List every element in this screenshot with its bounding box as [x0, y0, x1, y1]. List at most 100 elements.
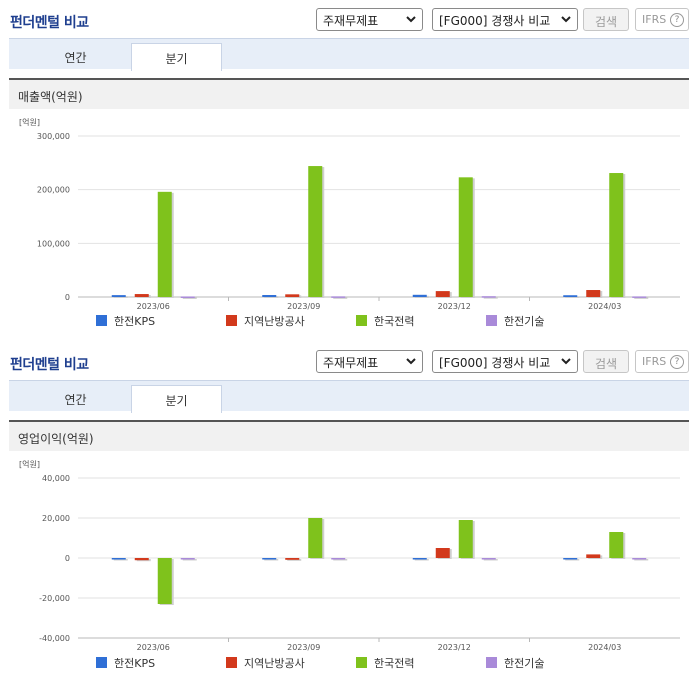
bar-한전KPS-2023/09	[262, 558, 277, 560]
legend-swatch	[356, 657, 367, 668]
y-tick-label: -20,000	[39, 594, 70, 603]
x-tick-label: 2023/09	[287, 302, 320, 311]
statement-select[interactable]: 주재무제표	[316, 350, 423, 373]
bar-한국전력-2023/12	[458, 520, 473, 558]
bar-한전KPS-2024/03	[563, 558, 578, 560]
bar-shadow	[113, 296, 128, 298]
tab-annual[interactable]: 연간	[64, 393, 87, 407]
bar-shadow	[565, 559, 580, 561]
tab-annual[interactable]: 연간	[64, 51, 87, 65]
bar-지역난방공사-2023/09	[285, 294, 300, 297]
bar-지역난방공사-2023/06	[134, 294, 149, 297]
bar-지역난방공사-2023/09	[285, 558, 300, 560]
y-tick-label: 100,000	[37, 239, 70, 248]
panel-revenue: 펀더멘털 비교 주재무제표 [FG000] 경쟁사 비교 검색 IFRS ? 연…	[0, 0, 696, 328]
panel-operating-profit: 펀더멘털 비교 주재무제표 [FG000] 경쟁사 비교 검색 IFRS ? 연…	[0, 342, 696, 684]
legend-label: 한국전력	[374, 315, 414, 328]
ifrs-button[interactable]: IFRS ?	[635, 8, 689, 31]
panel-title: 펀더멘털 비교	[10, 357, 89, 373]
bar-shadow	[333, 297, 348, 299]
bar-한전기술-2023/12	[481, 296, 496, 298]
chevron-down-icon	[561, 16, 571, 23]
bar-한국전력-2024/03	[609, 173, 624, 297]
section-title: 영업이익(억원)	[18, 432, 94, 446]
y-tick-label: 0	[65, 293, 70, 302]
tab-quarterly[interactable]: 분기	[131, 43, 222, 71]
y-tick-label: 0	[65, 554, 70, 563]
bar-한전KPS-2023/12	[412, 558, 427, 560]
x-tick-label: 2023/06	[137, 302, 170, 311]
legend-label: 한전KPS	[114, 315, 155, 328]
bar-shadow	[634, 559, 649, 561]
legend-label: 한전KPS	[114, 657, 155, 670]
y-tick-label: 300,000	[37, 132, 70, 141]
help-icon: ?	[670, 13, 684, 27]
bar-한전KPS-2024/03	[563, 295, 578, 297]
legend-label: 지역난방공사	[244, 315, 305, 328]
tab-quarterly[interactable]: 분기	[131, 385, 222, 413]
bar-shadow	[565, 296, 580, 298]
bar-한국전력-2024/03	[609, 532, 624, 558]
legend-swatch	[486, 657, 497, 668]
bar-한전기술-2023/06	[180, 558, 195, 560]
bar-지역난방공사-2024/03	[586, 290, 601, 297]
bar-지역난방공사-2024/03	[586, 554, 601, 558]
panel-header: 펀더멘털 비교 주재무제표 [FG000] 경쟁사 비교 검색 IFRS ?	[0, 342, 696, 380]
panel-header: 펀더멘털 비교 주재무제표 [FG000] 경쟁사 비교 검색 IFRS ?	[0, 0, 696, 38]
search-button[interactable]: 검색	[583, 350, 629, 373]
x-tick-label: 2024/03	[588, 302, 621, 311]
compare-select[interactable]: [FG000] 경쟁사 비교	[432, 350, 578, 373]
period-tabs: 연간 분기	[9, 380, 689, 413]
bar-shadow	[264, 559, 279, 561]
period-tabs: 연간 분기	[9, 38, 689, 71]
statement-select[interactable]: 주재무제표	[316, 8, 423, 31]
x-tick-label: 2024/03	[588, 643, 621, 652]
bar-한전기술-2024/03	[632, 558, 647, 560]
revenue-chart: [억원] 0 100,000 200,000 300,000 2023/06 2023/09…	[19, 117, 680, 328]
legend-label: 지역난방공사	[244, 657, 305, 670]
panel-title: 펀더멘털 비교	[10, 15, 89, 31]
statement-select-value: 주재무제표	[323, 356, 379, 370]
bar-shadow	[182, 559, 197, 561]
ifrs-label: IFRS	[642, 355, 667, 368]
ifrs-button[interactable]: IFRS ?	[635, 350, 689, 373]
section-title: 매출액(억원)	[18, 90, 83, 104]
legend-label: 한전기술	[504, 657, 544, 670]
legend-swatch	[226, 315, 237, 326]
legend-label: 한전기술	[504, 315, 544, 328]
bar-한전기술-2023/06	[180, 296, 195, 298]
legend-swatch	[96, 657, 107, 668]
x-tick-label: 2023/12	[438, 302, 471, 311]
bar-shadow	[333, 559, 348, 561]
bar-한전KPS-2023/06	[111, 558, 126, 560]
section-header: 영업이익(억원)	[9, 420, 689, 451]
legend-swatch	[226, 657, 237, 668]
bar-한국전력-2023/12	[458, 177, 473, 297]
compare-select[interactable]: [FG000] 경쟁사 비교	[432, 8, 578, 31]
compare-select-value: [FG000] 경쟁사 비교	[439, 14, 551, 28]
section-header: 매출액(억원)	[9, 78, 689, 109]
bar-shadow	[182, 297, 197, 299]
bar-shadow	[287, 559, 302, 561]
y-tick-label: 200,000	[37, 186, 70, 195]
y-tick-label: -40,000	[39, 634, 70, 643]
bar-shadow	[483, 297, 498, 299]
legend-swatch	[96, 315, 107, 326]
bar-한전기술-2023/12	[481, 558, 496, 560]
x-tick-label: 2023/06	[137, 643, 170, 652]
bar-한전KPS-2023/12	[412, 294, 427, 297]
bar-shadow	[483, 559, 498, 561]
legend-label: 한국전력	[374, 657, 414, 670]
chevron-down-icon	[561, 358, 571, 365]
operating-profit-chart: [억원] -40,000 -20,000 0 20,000 40,000 2023/06 20…	[19, 459, 680, 670]
bar-지역난방공사-2023/12	[435, 548, 450, 558]
x-tick-label: 2023/12	[438, 643, 471, 652]
y-tick-label: 40,000	[42, 474, 70, 483]
bar-한전기술-2023/09	[331, 558, 346, 560]
bar-shadow	[634, 297, 649, 299]
bar-한전기술-2024/03	[632, 296, 647, 298]
legend-swatch	[486, 315, 497, 326]
search-button[interactable]: 검색	[583, 8, 629, 31]
bar-한국전력-2023/06	[157, 191, 172, 297]
bar-shadow	[264, 296, 279, 298]
